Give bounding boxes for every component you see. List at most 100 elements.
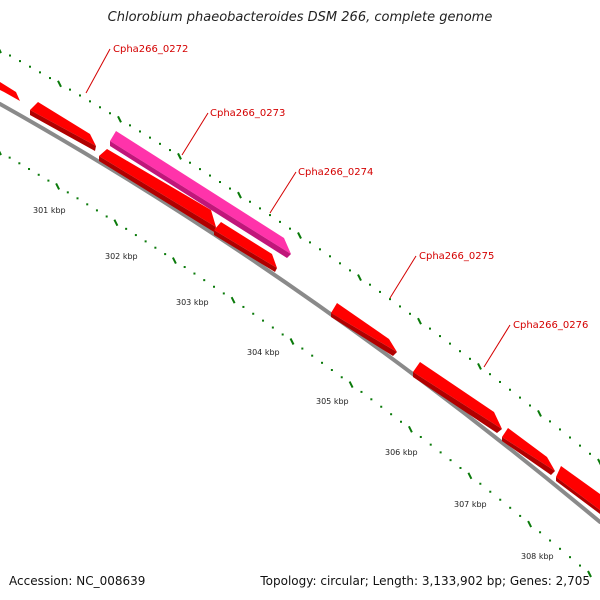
inner-track-minor-tick	[37, 173, 40, 176]
gene-label-0276[interactable]: Cpha266_0276	[513, 320, 588, 331]
inner-track-minor-tick	[213, 285, 216, 288]
inner-track-minor-tick	[429, 443, 432, 446]
outer-track-minor-tick	[269, 214, 271, 217]
outer-track-minor-tick	[389, 298, 391, 301]
inner-track-minor-tick	[459, 466, 462, 469]
outer-track-minor-tick	[189, 161, 191, 164]
outer-track-minor-tick	[19, 60, 21, 63]
gene-feature-0276a[interactable]	[413, 362, 502, 433]
leader-0273	[181, 112, 209, 156]
inner-track-minor-tick	[579, 564, 582, 567]
inner-track-minor-tick	[479, 482, 482, 485]
inner-track-minor-tick	[439, 451, 442, 454]
tick-label-304: 304 kbp	[247, 348, 280, 357]
outer-track-major-tick	[57, 80, 62, 88]
inner-track-minor-tick	[8, 156, 11, 159]
inner-track-major-tick	[408, 425, 413, 433]
inner-track-major-tick	[289, 338, 295, 345]
tick-label-306: 306 kbp	[385, 448, 418, 457]
inner-track-minor-tick	[321, 361, 324, 364]
outer-track-major-tick	[237, 191, 242, 199]
gene-labels: Cpha266_0272 Cpha266_0273 Cpha266_0274 C…	[113, 44, 588, 331]
outer-track-major-tick	[477, 363, 482, 370]
inner-track-minor-tick	[164, 253, 167, 256]
gene-label-0274[interactable]: Cpha266_0274	[298, 167, 373, 178]
outer-track-minor-tick	[209, 174, 211, 177]
inner-track-minor-tick	[489, 490, 492, 493]
outer-track-minor-tick	[159, 142, 161, 145]
map-title: Chlorobium phaeobacteroides DSM 266, com…	[107, 10, 493, 25]
inner-track-minor-tick	[193, 272, 196, 275]
outer-track-minor-tick	[449, 342, 451, 345]
inner-track-minor-tick	[134, 234, 137, 237]
gene-feature-0274[interactable]	[214, 222, 277, 272]
gene-feature-0272[interactable]	[30, 102, 96, 151]
leader-0272	[85, 48, 111, 94]
outer-track-minor-tick	[279, 220, 281, 223]
outer-track-minor-tick	[69, 88, 71, 91]
inner-track-minor-tick	[105, 215, 108, 218]
inner-track-minor-tick	[203, 279, 206, 282]
gene-feature-right-edge[interactable]	[556, 466, 600, 514]
outer-track-major-tick	[297, 232, 302, 239]
outer-track-minor-tick	[49, 77, 51, 80]
gene-label-0273[interactable]: Cpha266_0273	[210, 108, 285, 119]
tick-label-301: 301 kbp	[33, 206, 66, 215]
accession-text: Accession: NC_008639	[9, 574, 146, 588]
gene-feature-0273-highlight[interactable]	[110, 131, 291, 258]
inner-track-minor-tick	[519, 514, 522, 517]
outer-track-minor-tick	[139, 130, 141, 133]
inner-track-minor-tick	[183, 266, 186, 269]
outer-track-minor-tick	[339, 262, 341, 265]
outer-track-minor-tick	[259, 207, 261, 210]
inner-track-minor-tick	[262, 319, 265, 322]
inner-track-minor-tick	[400, 420, 403, 423]
tick-label-308: 308 kbp	[521, 552, 554, 561]
inner-track-minor-tick	[66, 191, 69, 194]
inner-track-minor-tick	[370, 398, 373, 401]
inner-track-minor-tick	[281, 333, 284, 336]
outer-track-major-tick	[0, 48, 2, 54]
outer-track-minor-tick	[109, 112, 111, 115]
gene-feature-0275[interactable]	[331, 303, 397, 356]
outer-track-minor-tick	[79, 94, 81, 97]
outer-track-minor-tick	[579, 444, 581, 447]
inner-track-minor-tick	[125, 227, 128, 230]
inner-track-major-tick	[587, 570, 592, 578]
tick-label-303: 303 kbp	[176, 298, 209, 307]
outer-track-minor-tick	[509, 388, 511, 391]
outer-track-minor-tick	[199, 168, 201, 171]
outer-track-minor-tick	[529, 404, 531, 407]
outer-track-minor-tick	[439, 335, 441, 338]
gene-label-0275[interactable]: Cpha266_0275	[419, 251, 494, 262]
inner-track-minor-tick	[569, 556, 572, 559]
outer-track-minor-tick	[459, 350, 461, 353]
gene-feature-0273-main[interactable]	[99, 149, 216, 232]
gene-feature-left-edge[interactable]	[0, 82, 20, 101]
inner-track-major-tick	[0, 150, 2, 156]
outer-track-minor-tick	[89, 100, 91, 103]
outer-track-minor-tick	[559, 428, 561, 431]
gene-label-0272[interactable]: Cpha266_0272	[113, 44, 188, 55]
inner-track-major-tick	[230, 296, 236, 304]
inner-track-minor-tick	[449, 459, 452, 462]
outer-track-minor-tick	[519, 396, 521, 399]
tick-label-305: 305 kbp	[316, 397, 349, 406]
inner-tick-track	[0, 150, 592, 578]
outer-track-major-tick	[117, 115, 122, 123]
inner-track-major-tick	[55, 183, 60, 190]
tick-label-302: 302 kbp	[105, 252, 138, 261]
outer-track-minor-tick	[399, 305, 401, 308]
inner-track-minor-tick	[539, 531, 542, 534]
inner-track-minor-tick	[559, 547, 562, 550]
gene-feature-0276b[interactable]	[502, 428, 555, 475]
inner-track-minor-tick	[252, 312, 255, 315]
outer-track-minor-tick	[589, 452, 591, 455]
inner-track-minor-tick	[18, 162, 21, 165]
inner-track-minor-tick	[76, 197, 79, 200]
inner-track-minor-tick	[499, 498, 502, 501]
outer-track-minor-tick	[219, 181, 221, 184]
outer-track-minor-tick	[549, 420, 551, 423]
